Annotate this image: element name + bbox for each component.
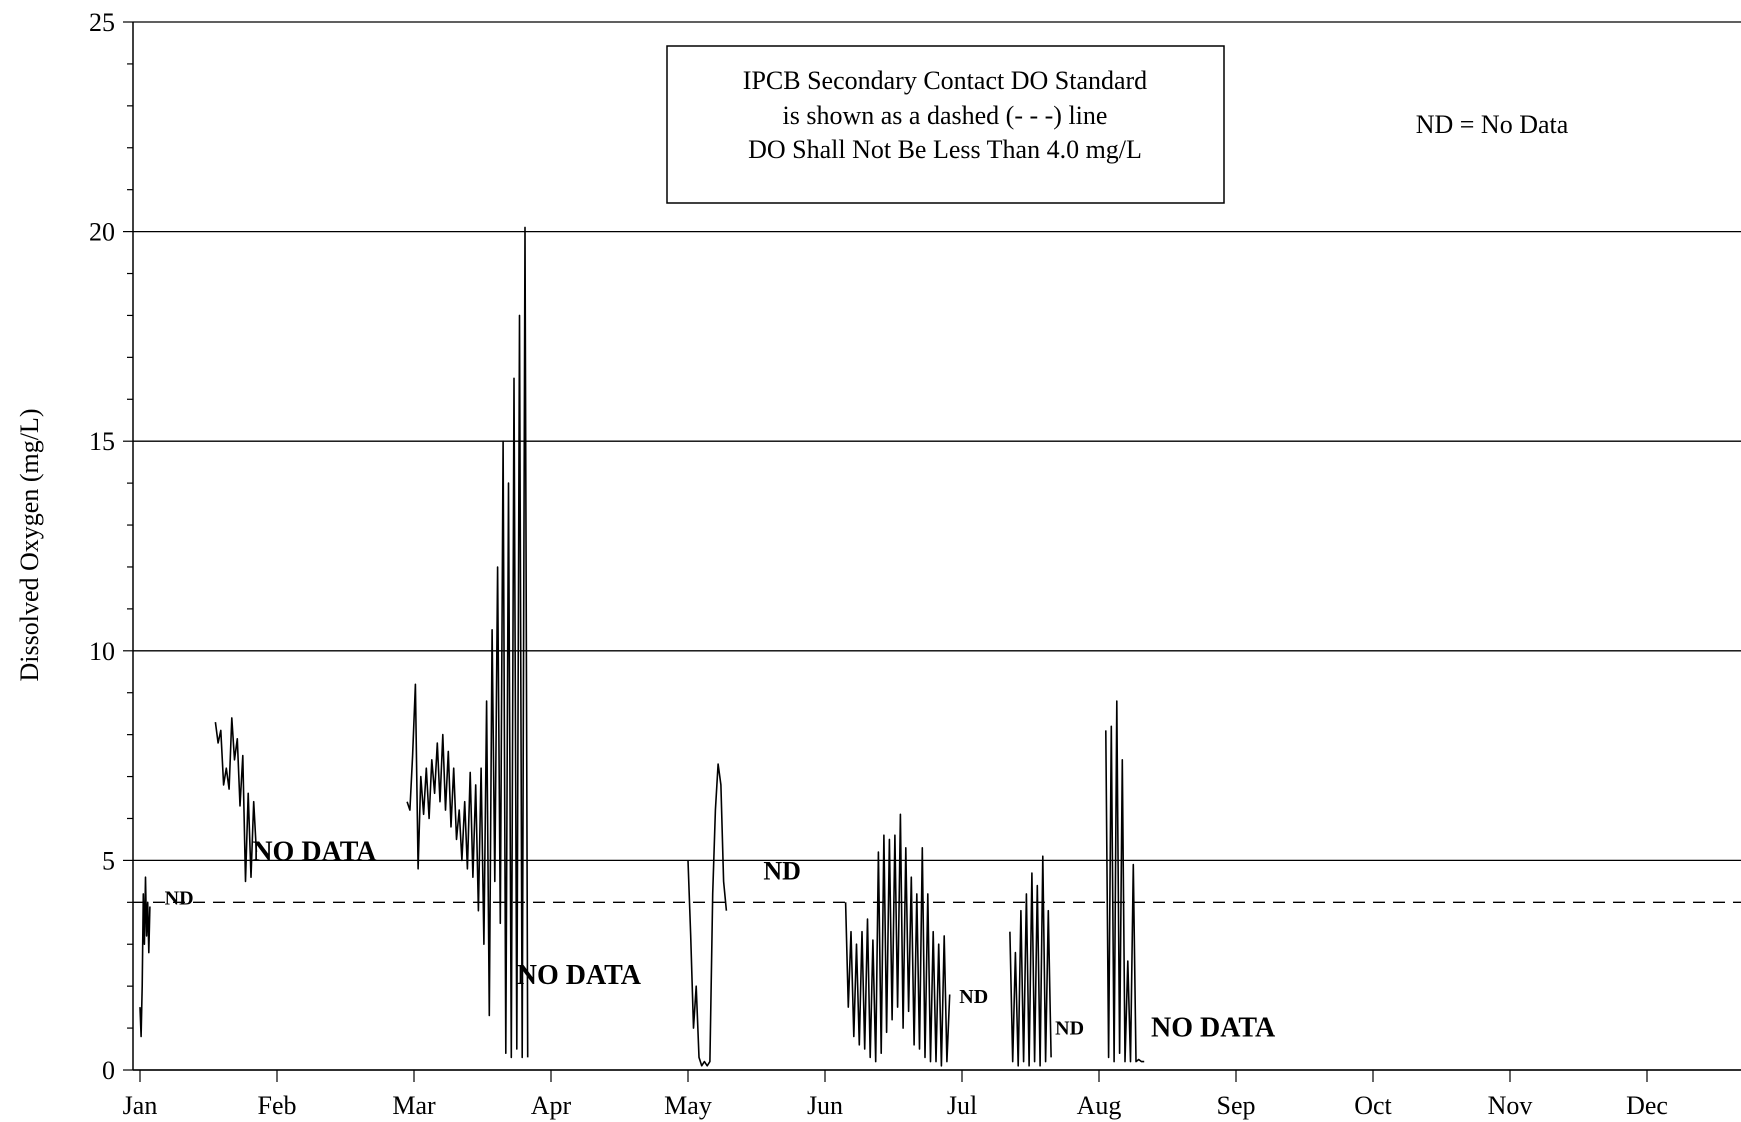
y-tick-label: 5 — [102, 846, 115, 875]
y-tick-label: 15 — [89, 427, 115, 456]
y-tick-label: 20 — [89, 218, 115, 247]
y-tick-label: 10 — [89, 637, 115, 666]
series-segment-6 — [1009, 855, 1052, 1067]
y-axis-title: Dissolved Oxygen (mg/L) — [15, 409, 44, 682]
legend-box: IPCB Secondary Contact DO Standard is sh… — [666, 45, 1225, 204]
x-tick-label: Sep — [1217, 1091, 1256, 1120]
data-series — [139, 226, 1145, 1067]
x-tick-label: Jun — [807, 1091, 843, 1120]
y-tick-label: 0 — [102, 1056, 115, 1085]
annotation-nd: ND — [959, 986, 988, 1008]
annotation-no-data: NO DATA — [1151, 1012, 1276, 1043]
annotation-no-data: NO DATA — [517, 960, 642, 991]
x-tick-label: Jan — [123, 1091, 158, 1120]
x-tick-label: Oct — [1354, 1091, 1392, 1120]
x-tick-label: Jul — [947, 1091, 977, 1120]
x-tick-label: Mar — [392, 1091, 436, 1120]
series-segment-2 — [214, 717, 258, 883]
x-tick-label: Apr — [531, 1091, 572, 1120]
series-segment-1 — [139, 876, 151, 1038]
annotation-nd: ND — [763, 856, 801, 885]
series-segment-4 — [687, 763, 728, 1067]
legend-line-1: IPCB Secondary Contact DO Standard — [743, 66, 1147, 95]
x-tick-label: May — [664, 1091, 712, 1120]
annotation-no-data: NO DATA — [252, 836, 377, 867]
y-axis: 0 5 10 15 20 25 — [89, 8, 134, 1085]
x-tick-label: Feb — [258, 1091, 297, 1120]
series-segment-5 — [844, 813, 951, 1067]
x-axis: Jan Feb Mar Apr May Jun Jul Aug Sep Oct Nov Dec — [123, 1069, 1741, 1120]
x-tick-label: Nov — [1488, 1091, 1533, 1120]
y-tick-label: 25 — [89, 8, 115, 37]
series-segment-3 — [406, 226, 529, 1059]
legend-line-3: DO Shall Not Be Less Than 4.0 mg/L — [748, 135, 1142, 164]
annotation-nd: ND — [165, 887, 194, 909]
legend-line-2: is shown as a dashed (- - -) line — [783, 101, 1108, 130]
series-segment-7 — [1105, 700, 1145, 1063]
nd-note: ND = No Data — [1416, 110, 1569, 139]
annotation-nd: ND — [1055, 1017, 1084, 1039]
x-tick-label: Dec — [1626, 1091, 1668, 1120]
annotations: ND NO DATA NO DATA ND ND ND NO DATA — [165, 836, 1276, 1043]
x-tick-label: Aug — [1077, 1091, 1122, 1120]
